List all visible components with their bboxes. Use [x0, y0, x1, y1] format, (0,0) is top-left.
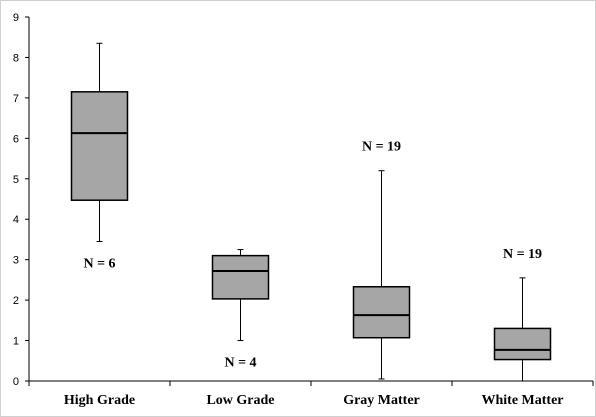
iqr-box [70, 91, 129, 201]
category-label: Low Grade [206, 393, 274, 408]
y-tick-label: 7 [13, 93, 19, 105]
y-tick-label: 8 [13, 52, 19, 64]
y-tick-label: 9 [13, 12, 19, 24]
n-label: N = 4 [224, 356, 256, 371]
box-gray-matter [352, 170, 411, 380]
axes [25, 16, 594, 386]
iqr-box [352, 286, 411, 339]
category-labels: High Grade Low Grade Gray Matter White Matt… [64, 393, 564, 408]
y-tick-label: 1 [13, 336, 19, 348]
box-high-grade [70, 42, 129, 242]
box-white-matter [493, 277, 552, 382]
n-label: N = 19 [503, 247, 542, 262]
box-low-grade [211, 249, 270, 342]
y-tick-label: 6 [13, 133, 19, 145]
n-label: N = 6 [83, 256, 115, 271]
iqr-box [211, 254, 270, 300]
category-label: White Matter [481, 393, 563, 408]
boxes [70, 42, 552, 382]
n-labels: N = 6 N = 4 N = 19 N = 19 [83, 140, 542, 371]
category-label: Gray Matter [343, 393, 420, 408]
y-tick-label: 4 [13, 214, 19, 226]
y-tick-labels: 0 1 2 3 4 5 6 7 8 9 [13, 12, 19, 388]
n-label: N = 19 [362, 140, 401, 155]
category-label: High Grade [64, 393, 135, 408]
y-tick-label: 2 [13, 295, 19, 307]
y-tick-label: 0 [13, 376, 19, 388]
y-tick-label: 3 [13, 255, 19, 267]
y-tick-label: 5 [13, 174, 19, 186]
iqr-box [493, 327, 552, 361]
